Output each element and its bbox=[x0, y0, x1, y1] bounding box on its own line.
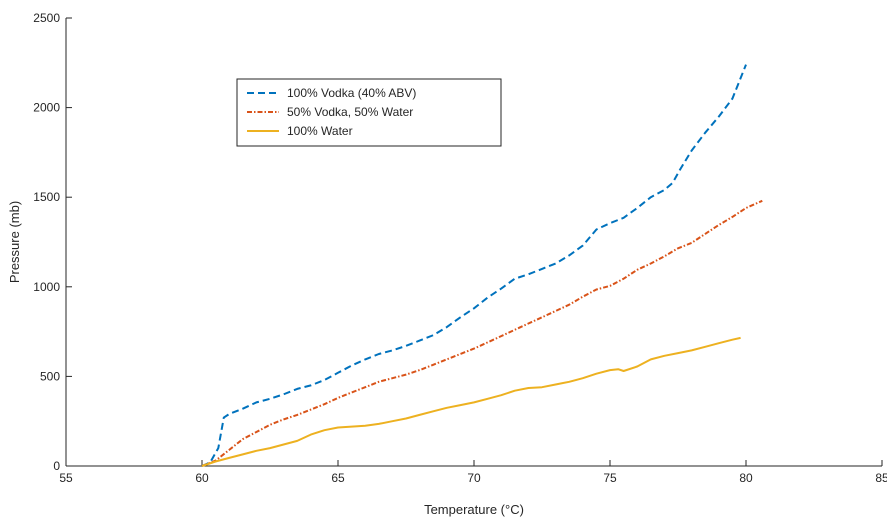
y-tick-label: 500 bbox=[40, 369, 60, 383]
y-tick-label: 0 bbox=[53, 459, 60, 473]
axes: 55 60 65 70 75 80 85 0 500 1000 1500 2000 2500 bbox=[33, 11, 887, 485]
y-axis-label: Pressure (mb) bbox=[7, 201, 22, 283]
x-axis-label: Temperature (°C) bbox=[424, 502, 524, 517]
legend-label: 50% Vodka, 50% Water bbox=[287, 105, 413, 119]
x-tick-label: 75 bbox=[603, 471, 617, 485]
x-tick-label: 55 bbox=[59, 471, 73, 485]
y-tick-label: 1000 bbox=[33, 280, 60, 294]
series-line bbox=[201, 336, 741, 467]
legend-label: 100% Vodka (40% ABV) bbox=[287, 86, 416, 100]
y-tick-label: 2500 bbox=[33, 11, 60, 25]
series-lines bbox=[201, 64, 763, 467]
y-tick-label: 2000 bbox=[33, 101, 60, 115]
series-line bbox=[201, 64, 747, 467]
x-tick-label: 65 bbox=[331, 471, 345, 485]
x-tick-label: 70 bbox=[467, 471, 481, 485]
series-line bbox=[201, 199, 763, 467]
y-tick-label: 1500 bbox=[33, 190, 60, 204]
x-tick-label: 60 bbox=[195, 471, 209, 485]
legend-label: 100% Water bbox=[287, 124, 353, 138]
legend: 100% Vodka (40% ABV) 50% Vodka, 50% Water… bbox=[236, 78, 502, 147]
legend-box bbox=[236, 78, 502, 147]
x-tick-label: 85 bbox=[875, 471, 887, 485]
x-tick-label: 80 bbox=[739, 471, 753, 485]
